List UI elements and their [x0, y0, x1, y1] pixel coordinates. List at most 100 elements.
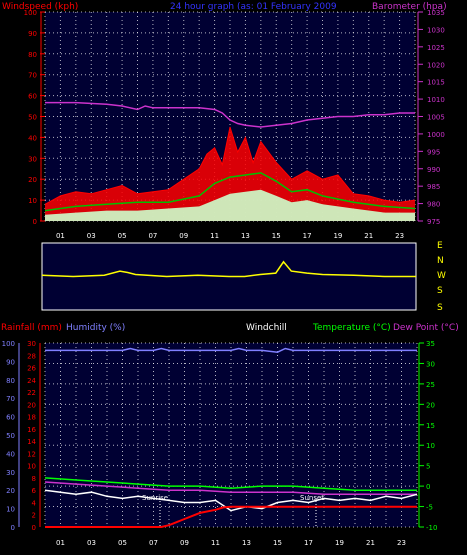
rainfall-tick-label: 6 — [32, 487, 37, 495]
temperature-tick-label: 5 — [426, 463, 430, 471]
rainfall-tick-label: 0 — [32, 524, 36, 532]
rainfall-tick-label: 12 — [27, 450, 36, 458]
barometer-tick-label: 1030 — [427, 26, 445, 34]
hour-tick-label: 15 — [272, 232, 281, 240]
rainfall-tick-label: 16 — [27, 426, 36, 434]
rainfall-tick-label: 30 — [27, 340, 36, 348]
temperature-tick-label: 30 — [426, 360, 435, 368]
hour-tick-label: 01 — [56, 539, 65, 547]
hour-tick-label: 15 — [273, 539, 282, 547]
humidity-tick-label: 20 — [6, 487, 15, 495]
dewpoint-axis-label: Dew Point (°C) — [393, 323, 459, 333]
hour-tick-label: 11 — [210, 232, 219, 240]
hour-tick-label: 09 — [180, 539, 189, 547]
wind-direction-series — [41, 260, 416, 278]
rainfall-tick-label: 18 — [27, 414, 36, 422]
compass-letter-s2: S — [437, 303, 443, 313]
hour-tick-label: 19 — [335, 539, 344, 547]
barometer-series — [45, 101, 415, 128]
temperature-tick-label: -10 — [426, 524, 437, 532]
barometer-axis-label: Barometer (hpa) — [372, 2, 447, 12]
hour-tick-label: 21 — [366, 539, 375, 547]
windspeed-tick-label: 40 — [28, 134, 37, 142]
hour-tick-label: 09 — [179, 232, 188, 240]
temperature-axis-label: Temperature (°C) — [312, 323, 391, 333]
barometer-tick-label: 1035 — [427, 9, 445, 17]
humidity-tick-label: 90 — [6, 358, 15, 366]
windspeed-tick-label: 50 — [28, 114, 37, 122]
wind-average-series — [45, 189, 415, 221]
windspeed-series — [44, 126, 416, 205]
barometer-tick-label: 1025 — [427, 44, 445, 52]
rainfall-tick-label: 2 — [32, 512, 36, 520]
temperature-tick-label: 35 — [426, 340, 435, 348]
rainfall-tick-label: 14 — [27, 438, 36, 446]
windspeed-axis-label: Windspeed (kph) — [2, 2, 78, 12]
compass-letter-w: W — [437, 271, 446, 281]
compass-letter-e: E — [437, 241, 443, 251]
humidity-axis-label: Humidity (%) — [66, 323, 125, 333]
compass-letter-n: N — [437, 256, 444, 266]
barometer-tick-label: 1010 — [427, 96, 445, 104]
humidity-tick-label: 70 — [6, 395, 15, 403]
sunrise-label: Sunrise — [142, 494, 168, 502]
temperature-tick-label: 10 — [426, 442, 435, 450]
humidity-series — [45, 347, 417, 353]
windspeed-tick-label: 80 — [28, 51, 37, 59]
humidity-tick-label: 40 — [6, 450, 15, 458]
windspeed-tick-label: 10 — [28, 197, 37, 205]
humidity-tick-label: 80 — [6, 377, 15, 385]
hour-tick-label: 21 — [364, 232, 373, 240]
temperature-series — [44, 477, 417, 491]
barometer-tick-label: 985 — [427, 183, 440, 191]
hour-tick-label: 23 — [395, 232, 404, 240]
rainfall-series — [45, 505, 417, 528]
hour-tick-label: 11 — [211, 539, 220, 547]
windspeed-tick-label: 70 — [28, 72, 37, 80]
hour-tick-label: 05 — [118, 232, 127, 240]
windspeed-tick-label: 60 — [28, 93, 37, 101]
humidity-tick-label: 30 — [6, 469, 15, 477]
rainfall-tick-label: 10 — [27, 463, 36, 471]
barometer-tick-label: 995 — [427, 148, 440, 156]
barometer-tick-label: 975 — [427, 218, 440, 226]
rainfall-axis-label: Rainfall (mm) — [1, 323, 62, 333]
hour-tick-label: 13 — [242, 539, 251, 547]
barometer-tick-label: 1020 — [427, 61, 445, 69]
temperature-tick-label: 15 — [426, 422, 435, 430]
graph-title: 24 hour graph (as: 01 February 2009 — [170, 2, 337, 12]
temperature-tick-label: -5 — [426, 504, 433, 512]
hour-tick-label: 03 — [87, 232, 96, 240]
hour-tick-label: 07 — [149, 539, 158, 547]
compass-letter-s: S — [437, 286, 443, 296]
temperature-tick-label: 0 — [426, 483, 430, 491]
windchill-series — [44, 489, 418, 512]
humidity-tick-label: 10 — [6, 506, 15, 514]
sunset-label: Sunset — [300, 494, 324, 502]
humidity-tick-label: 50 — [6, 432, 15, 440]
windspeed-tick-label: 30 — [28, 155, 37, 163]
hour-tick-label: 17 — [304, 539, 313, 547]
hour-tick-label: 13 — [241, 232, 250, 240]
hour-tick-label: 19 — [333, 232, 342, 240]
hour-tick-label: 07 — [148, 232, 157, 240]
barometer-tick-label: 980 — [427, 201, 440, 209]
humidity-tick-label: 100 — [2, 340, 15, 348]
rainfall-tick-label: 26 — [27, 365, 36, 373]
windspeed-tick-label: 90 — [28, 30, 37, 38]
rainfall-tick-label: 8 — [32, 475, 36, 483]
rainfall-tick-label: 24 — [27, 377, 36, 385]
rainfall-tick-label: 20 — [27, 401, 36, 409]
windchill-label: Windchill — [246, 323, 287, 333]
temperature-tick-label: 20 — [426, 401, 435, 409]
windspeed-tick-label: 0 — [33, 218, 37, 226]
rainfall-tick-label: 4 — [32, 499, 37, 507]
barometer-tick-label: 1015 — [427, 79, 445, 87]
hour-tick-label: 23 — [397, 539, 406, 547]
hour-tick-label: 03 — [87, 539, 96, 547]
barometer-tick-label: 1000 — [427, 131, 445, 139]
barometer-tick-label: 1005 — [427, 114, 445, 122]
hour-tick-label: 17 — [303, 232, 312, 240]
